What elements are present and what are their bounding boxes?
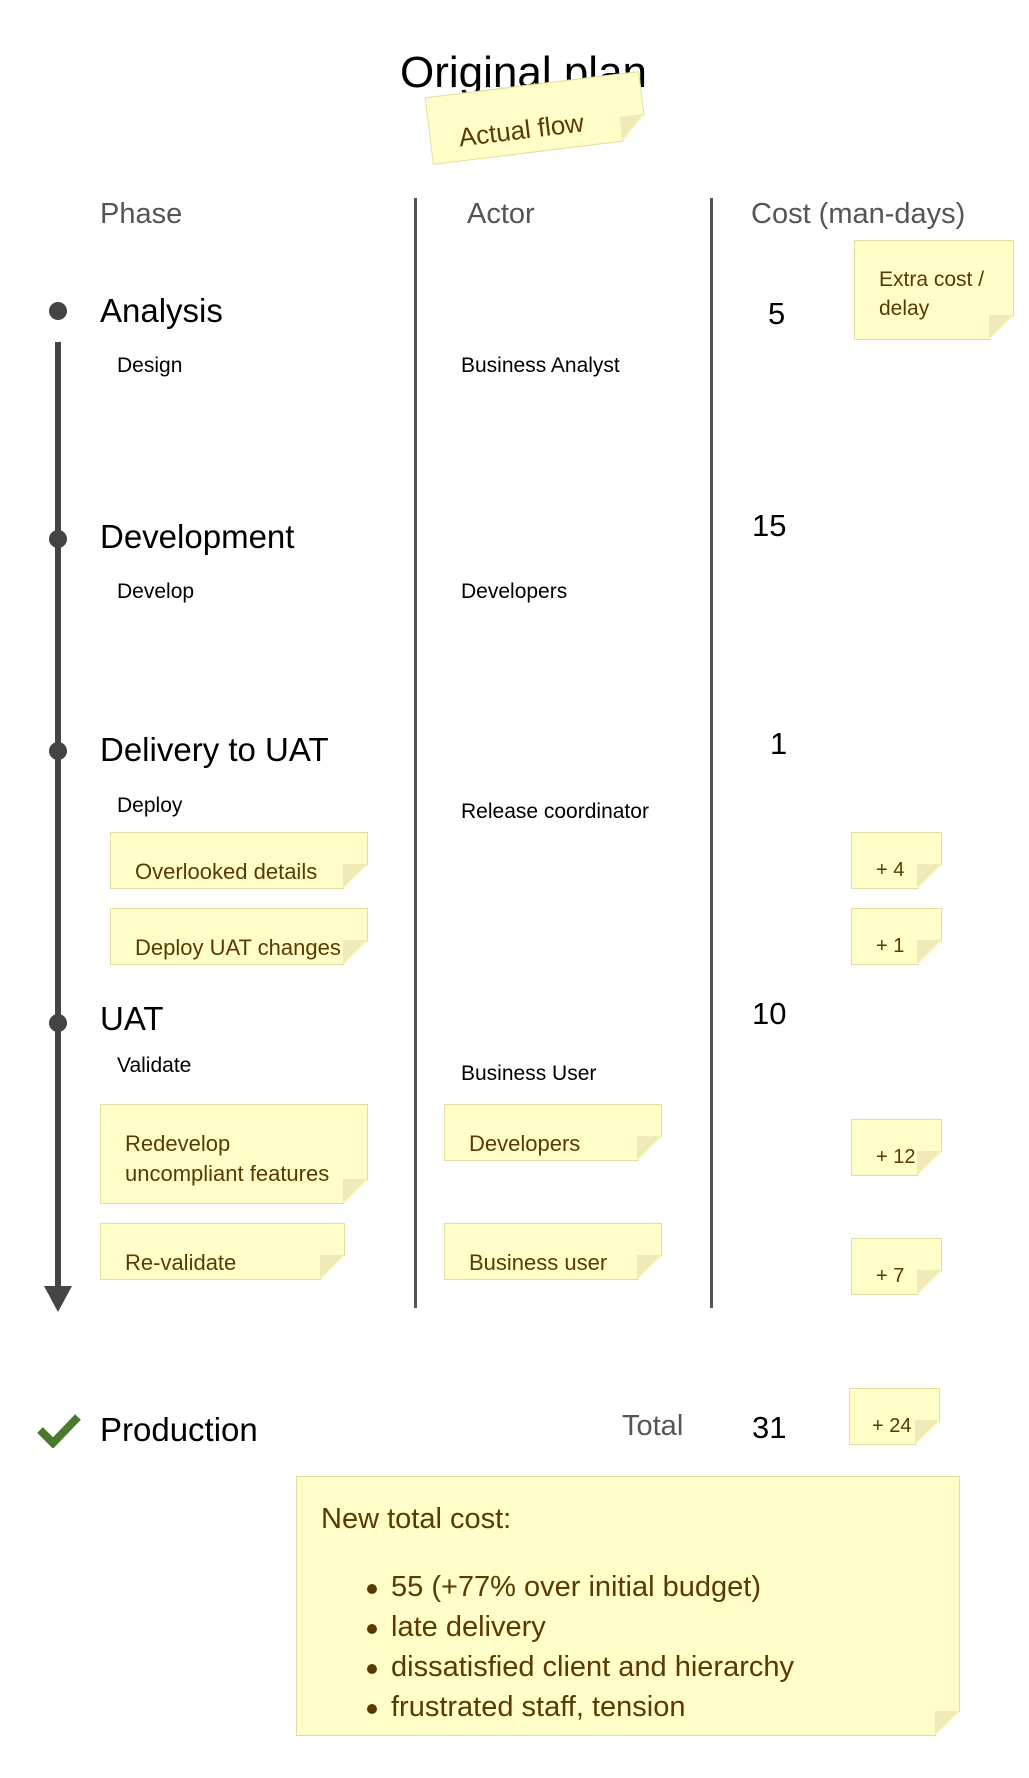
- checkmark-icon: [37, 1414, 81, 1448]
- column-header-phase: Phase: [100, 198, 183, 230]
- bullet-icon: [367, 1584, 377, 1594]
- phase-cost: 5: [768, 296, 786, 331]
- phase-name: UAT: [100, 1000, 164, 1037]
- extra-cost-value-note: + 12: [851, 1119, 942, 1176]
- extra-task-note: Overlooked details: [110, 832, 368, 889]
- extra-cost-label: Extra cost / delay: [879, 268, 985, 320]
- extra-cost-value: + 7: [876, 1265, 905, 1287]
- production-label: Production: [100, 1411, 258, 1448]
- extra-cost-value: + 1: [876, 935, 905, 957]
- total-value: 31: [752, 1410, 787, 1445]
- extra-cost-value-note: + 7: [851, 1238, 942, 1295]
- extra-task-label: Deploy UAT changes: [135, 935, 341, 960]
- summary-item: 55 (+77% over initial budget): [391, 1571, 761, 1603]
- summary-note: New total cost: 55 (+77% over initial bu…: [296, 1476, 960, 1736]
- column-header-actor: Actor: [467, 198, 535, 230]
- extra-cost-value-note: + 4: [851, 832, 942, 889]
- total-label: Total: [622, 1410, 684, 1442]
- phase-task: Develop: [117, 580, 195, 603]
- arrow-head-icon: [44, 1286, 72, 1312]
- phase-task: Validate: [117, 1054, 192, 1077]
- phase-cost: 15: [752, 508, 787, 543]
- summary-heading: New total cost:: [321, 1503, 512, 1535]
- phase-actor: Business User: [461, 1062, 597, 1085]
- phase-actor: Business Analyst: [461, 354, 620, 377]
- column-header-cost: Cost (man-days): [751, 198, 966, 230]
- extra-task-note: Redevelop uncompliant features: [100, 1104, 368, 1204]
- summary-item: late delivery: [391, 1611, 546, 1643]
- phase-name: Delivery to UAT: [100, 731, 329, 768]
- timeline-dot-development: [49, 530, 67, 548]
- extra-total-value: + 24: [872, 1415, 912, 1437]
- phase-name: Development: [100, 518, 295, 555]
- extra-task-note: Re-validate: [100, 1223, 345, 1280]
- phase-actor: Developers: [461, 580, 568, 603]
- bullet-icon: [367, 1704, 377, 1714]
- column-divider-2: [710, 198, 713, 1308]
- phase-task: Design: [117, 354, 183, 377]
- phase-task: Deploy: [117, 794, 183, 817]
- timeline-dot-delivery: [49, 742, 67, 760]
- extra-task-label: Re-validate: [125, 1250, 237, 1275]
- bullet-icon: [367, 1624, 377, 1634]
- timeline-dot-uat: [49, 1014, 67, 1032]
- actual-flow-label: Actual flow: [456, 107, 586, 153]
- phase-actor: Release coordinator: [461, 800, 649, 823]
- phase-name: Analysis: [100, 292, 223, 329]
- summary-item: frustrated staff, tension: [391, 1691, 686, 1723]
- extra-actor-note: Business user: [444, 1223, 662, 1280]
- extra-cost-value: + 4: [876, 859, 905, 881]
- extra-cost-value-note: + 1: [851, 908, 942, 965]
- summary-item: dissatisfied client and hierarchy: [391, 1651, 794, 1683]
- timeline-dot-analysis: [49, 302, 67, 320]
- extra-cost-value: + 12: [876, 1146, 916, 1168]
- extra-task-label: Redevelop uncompliant features: [125, 1131, 330, 1186]
- timeline-arrow: [44, 342, 72, 1312]
- extra-task-label: Overlooked details: [135, 859, 318, 884]
- extra-task-note: Deploy UAT changes: [110, 908, 368, 965]
- extra-cost-note: Extra cost / delay: [854, 240, 1014, 340]
- bullet-icon: [367, 1664, 377, 1674]
- phase-cost: 10: [752, 996, 787, 1031]
- extra-total-note: + 24: [849, 1388, 940, 1445]
- column-divider-1: [414, 198, 417, 1308]
- phase-cost: 1: [770, 726, 788, 761]
- extra-actor-label: Business user: [469, 1250, 608, 1275]
- extra-actor-note: Developers: [444, 1104, 662, 1161]
- extra-actor-label: Developers: [469, 1131, 581, 1156]
